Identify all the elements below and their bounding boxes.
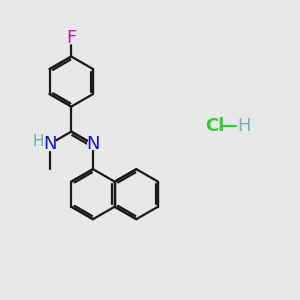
Text: H: H bbox=[238, 117, 251, 135]
Text: Cl: Cl bbox=[205, 117, 224, 135]
Circle shape bbox=[43, 138, 56, 151]
Text: N: N bbox=[86, 135, 100, 153]
Circle shape bbox=[65, 32, 77, 44]
Text: H: H bbox=[33, 134, 44, 149]
Text: N: N bbox=[43, 135, 56, 153]
Circle shape bbox=[88, 139, 98, 149]
Text: F: F bbox=[66, 29, 76, 47]
